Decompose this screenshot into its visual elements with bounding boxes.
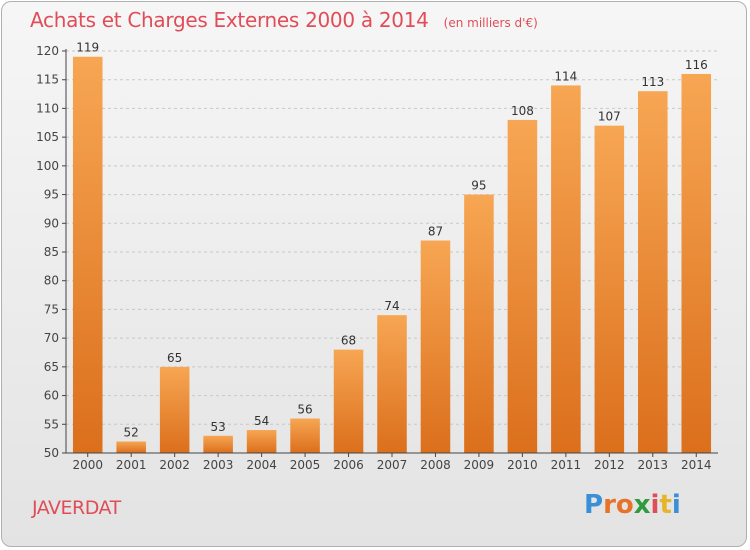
- logo-letter: t: [659, 490, 672, 520]
- y-tick-label: 105: [36, 130, 59, 144]
- bar: [246, 430, 277, 453]
- x-tick-label: 2011: [551, 458, 582, 472]
- bar: [507, 119, 538, 454]
- x-tick-label: 2006: [333, 458, 364, 472]
- y-tick-label: 115: [36, 73, 59, 87]
- bar-value-label: 54: [254, 414, 269, 428]
- y-tick-label: 75: [44, 302, 59, 316]
- bar-value-label: 53: [210, 420, 225, 434]
- bar-value-label: 87: [428, 225, 443, 239]
- chart-subtitle: (en milliers d'€): [443, 16, 538, 30]
- bar-value-label: 56: [297, 403, 312, 417]
- bar-value-label: 52: [124, 426, 139, 440]
- bar-value-label: 95: [471, 179, 486, 193]
- bar: [594, 125, 625, 454]
- x-tick-label: 2002: [159, 458, 190, 472]
- y-tick-label: 80: [44, 274, 59, 288]
- y-tick-label: 85: [44, 245, 59, 259]
- bar: [681, 73, 712, 453]
- bar: [377, 315, 407, 453]
- bar: [464, 194, 494, 454]
- bar: [638, 91, 668, 453]
- y-tick-label: 55: [44, 417, 59, 431]
- logo-letter: r: [603, 490, 616, 520]
- x-tick-label: 2013: [638, 458, 669, 472]
- logo-letter: i: [671, 490, 681, 520]
- logo-letter: o: [615, 490, 634, 520]
- title-row: Achats et Charges Externes 2000 à 2014 (…: [30, 8, 538, 32]
- bar: [420, 240, 451, 453]
- x-tick-label: 2010: [507, 458, 538, 472]
- bar: [203, 435, 233, 453]
- y-tick-label: 65: [44, 360, 59, 374]
- y-tick-label: 60: [44, 389, 59, 403]
- bar: [551, 85, 581, 453]
- bar-value-label: 119: [76, 41, 99, 55]
- x-tick-label: 2009: [464, 458, 495, 472]
- y-tick-label: 120: [36, 44, 59, 58]
- x-tick-label: 2003: [203, 458, 234, 472]
- bar-value-label: 114: [554, 69, 577, 83]
- bar-value-label: 116: [685, 58, 708, 72]
- commune-name: JAVERDAT: [32, 497, 121, 519]
- bar: [72, 56, 103, 453]
- bar: [159, 366, 190, 453]
- proxiti-logo: Proxiti: [584, 490, 681, 520]
- bar: [333, 349, 364, 453]
- x-tick-label: 2005: [290, 458, 321, 472]
- x-tick-label: 2004: [246, 458, 277, 472]
- x-tick-label: 2001: [116, 458, 147, 472]
- logo-letter: i: [650, 490, 660, 520]
- y-tick-label: 50: [44, 446, 59, 460]
- bar-value-label: 74: [384, 299, 399, 313]
- y-tick-label: 95: [44, 188, 59, 202]
- y-tick-label: 70: [44, 331, 59, 345]
- logo-letter: P: [584, 490, 604, 520]
- bar-value-label: 107: [598, 110, 621, 124]
- x-tick-label: 2007: [377, 458, 408, 472]
- x-tick-label: 2000: [72, 458, 103, 472]
- x-tick-label: 2014: [681, 458, 712, 472]
- x-tick-label: 2008: [420, 458, 451, 472]
- bar-value-label: 68: [341, 334, 356, 348]
- bar: [116, 441, 146, 453]
- y-tick-label: 110: [36, 101, 59, 115]
- bar-value-label: 65: [167, 351, 182, 365]
- x-tick-label: 2012: [594, 458, 625, 472]
- chart-title: Achats et Charges Externes 2000 à 2014: [30, 8, 429, 32]
- bar-value-label: 108: [511, 104, 534, 118]
- bar-value-label: 113: [641, 75, 664, 89]
- y-tick-label: 90: [44, 216, 59, 230]
- bar: [290, 418, 320, 453]
- logo-letter: x: [633, 490, 651, 520]
- y-tick-label: 100: [36, 159, 59, 173]
